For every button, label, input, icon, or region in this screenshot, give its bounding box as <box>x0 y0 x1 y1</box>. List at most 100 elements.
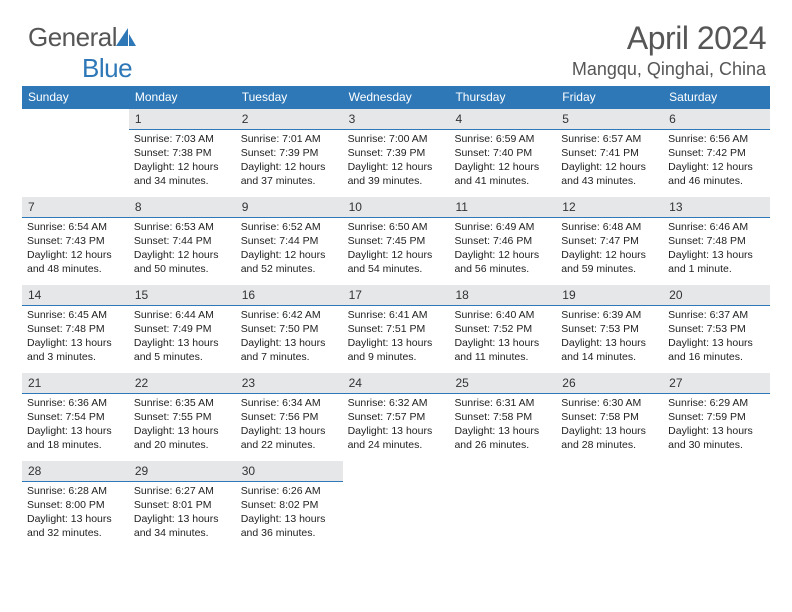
sunrise-text: Sunrise: 6:53 AM <box>134 221 231 235</box>
day-number: 15 <box>129 285 236 306</box>
daylight-text-2: and 34 minutes. <box>134 527 231 541</box>
day-number: 30 <box>236 461 343 482</box>
daylight-text-2: and 54 minutes. <box>348 263 445 277</box>
sunset-text: Sunset: 7:46 PM <box>454 235 551 249</box>
weekday-header: Monday <box>129 86 236 109</box>
sunset-text: Sunset: 7:45 PM <box>348 235 445 249</box>
sunrise-text: Sunrise: 6:36 AM <box>27 397 124 411</box>
daylight-text-1: Daylight: 13 hours <box>134 337 231 351</box>
sunset-text: Sunset: 7:58 PM <box>561 411 658 425</box>
sunrise-text: Sunrise: 6:31 AM <box>454 397 551 411</box>
calendar: SundayMondayTuesdayWednesdayThursdayFrid… <box>22 86 770 549</box>
sunrise-text: Sunrise: 7:00 AM <box>348 133 445 147</box>
day-number: 6 <box>663 109 770 130</box>
sunrise-text: Sunrise: 6:37 AM <box>668 309 765 323</box>
daylight-text-1: Daylight: 12 hours <box>454 161 551 175</box>
day-number: 8 <box>129 197 236 218</box>
week-row: 14Sunrise: 6:45 AMSunset: 7:48 PMDayligh… <box>22 285 770 373</box>
day-cell: 5Sunrise: 6:57 AMSunset: 7:41 PMDaylight… <box>556 109 663 197</box>
daylight-text-2: and 30 minutes. <box>668 439 765 453</box>
sunset-text: Sunset: 7:53 PM <box>668 323 765 337</box>
day-number: 22 <box>129 373 236 394</box>
daylight-text-1: Daylight: 12 hours <box>241 161 338 175</box>
day-details: Sunrise: 6:52 AMSunset: 7:44 PMDaylight:… <box>236 218 343 282</box>
day-details: Sunrise: 6:27 AMSunset: 8:01 PMDaylight:… <box>129 482 236 546</box>
daylight-text-1: Daylight: 12 hours <box>134 161 231 175</box>
day-number: 27 <box>663 373 770 394</box>
logo-sail-icon <box>114 26 138 48</box>
sunset-text: Sunset: 7:39 PM <box>348 147 445 161</box>
daylight-text-2: and 11 minutes. <box>454 351 551 365</box>
day-details: Sunrise: 6:28 AMSunset: 8:00 PMDaylight:… <box>22 482 129 546</box>
day-cell: 10Sunrise: 6:50 AMSunset: 7:45 PMDayligh… <box>343 197 450 285</box>
sunrise-text: Sunrise: 6:29 AM <box>668 397 765 411</box>
day-number: 10 <box>343 197 450 218</box>
daylight-text-2: and 34 minutes. <box>134 175 231 189</box>
week-row: 7Sunrise: 6:54 AMSunset: 7:43 PMDaylight… <box>22 197 770 285</box>
day-cell: 21Sunrise: 6:36 AMSunset: 7:54 PMDayligh… <box>22 373 129 461</box>
sunset-text: Sunset: 7:58 PM <box>454 411 551 425</box>
daylight-text-2: and 52 minutes. <box>241 263 338 277</box>
day-number: 2 <box>236 109 343 130</box>
day-cell: 18Sunrise: 6:40 AMSunset: 7:52 PMDayligh… <box>449 285 556 373</box>
day-details: Sunrise: 6:46 AMSunset: 7:48 PMDaylight:… <box>663 218 770 282</box>
daylight-text-2: and 7 minutes. <box>241 351 338 365</box>
daylight-text-1: Daylight: 12 hours <box>241 249 338 263</box>
empty-cell <box>663 461 770 549</box>
daylight-text-2: and 20 minutes. <box>134 439 231 453</box>
day-cell: 4Sunrise: 6:59 AMSunset: 7:40 PMDaylight… <box>449 109 556 197</box>
daylight-text-1: Daylight: 12 hours <box>561 249 658 263</box>
daylight-text-2: and 3 minutes. <box>27 351 124 365</box>
sunset-text: Sunset: 7:54 PM <box>27 411 124 425</box>
sunset-text: Sunset: 7:52 PM <box>454 323 551 337</box>
day-number: 4 <box>449 109 556 130</box>
day-details: Sunrise: 6:57 AMSunset: 7:41 PMDaylight:… <box>556 130 663 194</box>
daylight-text-1: Daylight: 13 hours <box>348 337 445 351</box>
day-cell: 28Sunrise: 6:28 AMSunset: 8:00 PMDayligh… <box>22 461 129 549</box>
day-details: Sunrise: 6:44 AMSunset: 7:49 PMDaylight:… <box>129 306 236 370</box>
sunset-text: Sunset: 7:57 PM <box>348 411 445 425</box>
sunrise-text: Sunrise: 6:41 AM <box>348 309 445 323</box>
empty-cell <box>22 109 129 197</box>
sunset-text: Sunset: 7:44 PM <box>241 235 338 249</box>
sunrise-text: Sunrise: 6:45 AM <box>27 309 124 323</box>
daylight-text-1: Daylight: 13 hours <box>454 337 551 351</box>
day-number: 3 <box>343 109 450 130</box>
daylight-text-1: Daylight: 13 hours <box>348 425 445 439</box>
sunset-text: Sunset: 7:49 PM <box>134 323 231 337</box>
day-number: 29 <box>129 461 236 482</box>
sunrise-text: Sunrise: 6:30 AM <box>561 397 658 411</box>
daylight-text-1: Daylight: 13 hours <box>241 425 338 439</box>
daylight-text-1: Daylight: 12 hours <box>561 161 658 175</box>
sunset-text: Sunset: 7:38 PM <box>134 147 231 161</box>
day-number: 28 <box>22 461 129 482</box>
daylight-text-1: Daylight: 12 hours <box>348 249 445 263</box>
daylight-text-2: and 9 minutes. <box>348 351 445 365</box>
sunrise-text: Sunrise: 6:39 AM <box>561 309 658 323</box>
sunrise-text: Sunrise: 6:48 AM <box>561 221 658 235</box>
day-number: 17 <box>343 285 450 306</box>
daylight-text-1: Daylight: 13 hours <box>454 425 551 439</box>
day-number: 25 <box>449 373 556 394</box>
day-cell: 19Sunrise: 6:39 AMSunset: 7:53 PMDayligh… <box>556 285 663 373</box>
day-details: Sunrise: 6:59 AMSunset: 7:40 PMDaylight:… <box>449 130 556 194</box>
day-number: 7 <box>22 197 129 218</box>
daylight-text-2: and 32 minutes. <box>27 527 124 541</box>
weekday-header: Saturday <box>663 86 770 109</box>
day-details: Sunrise: 7:00 AMSunset: 7:39 PMDaylight:… <box>343 130 450 194</box>
day-details: Sunrise: 6:26 AMSunset: 8:02 PMDaylight:… <box>236 482 343 546</box>
day-number: 9 <box>236 197 343 218</box>
weeks-container: 1Sunrise: 7:03 AMSunset: 7:38 PMDaylight… <box>22 109 770 549</box>
weekday-header: Friday <box>556 86 663 109</box>
day-number: 12 <box>556 197 663 218</box>
daylight-text-2: and 41 minutes. <box>454 175 551 189</box>
day-cell: 24Sunrise: 6:32 AMSunset: 7:57 PMDayligh… <box>343 373 450 461</box>
sunrise-text: Sunrise: 6:44 AM <box>134 309 231 323</box>
day-cell: 15Sunrise: 6:44 AMSunset: 7:49 PMDayligh… <box>129 285 236 373</box>
day-details: Sunrise: 6:39 AMSunset: 7:53 PMDaylight:… <box>556 306 663 370</box>
day-cell: 8Sunrise: 6:53 AMSunset: 7:44 PMDaylight… <box>129 197 236 285</box>
day-number: 23 <box>236 373 343 394</box>
day-number: 24 <box>343 373 450 394</box>
sunset-text: Sunset: 7:39 PM <box>241 147 338 161</box>
week-row: 28Sunrise: 6:28 AMSunset: 8:00 PMDayligh… <box>22 461 770 549</box>
